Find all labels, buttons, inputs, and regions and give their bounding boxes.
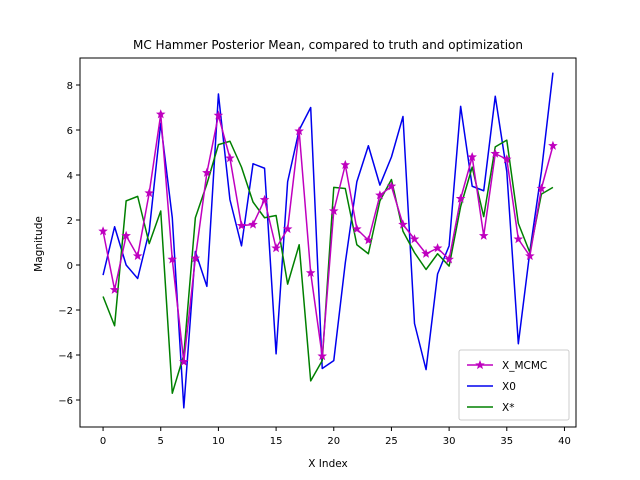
data-point [271,243,281,253]
data-point [363,235,374,245]
x-tick-label: 10 [212,436,225,447]
y-tick-label: 4 [67,171,73,182]
data-point [236,220,247,230]
data-point [144,187,154,198]
series-group [98,72,558,409]
y-tick-label: −6 [58,396,73,407]
y-tick-label: 0 [67,261,73,272]
data-point [502,154,512,164]
x-tick-label: 25 [385,436,398,447]
x-axis-label: X Index [308,458,347,470]
data-point [132,250,143,261]
data-point [98,226,108,236]
data-point [340,159,351,169]
x-axis-ticks: 0 5 10 15 20 25 30 35 40 [100,427,571,447]
data-point [167,254,178,264]
data-point [444,254,454,264]
data-point [213,110,224,120]
data-point [259,194,270,204]
x-tick-label: 20 [327,436,340,447]
data-point [375,190,385,200]
data-point [328,205,339,216]
data-point [398,219,408,229]
chart-title: MC Hammer Posterior Mean, compared to tr… [133,38,523,52]
y-tick-label: 8 [67,81,73,92]
data-point [455,193,466,203]
data-point [294,126,304,136]
legend-marker [475,359,485,370]
y-axis-label: Magnitude [33,216,45,272]
y-tick-label: 2 [67,216,73,227]
x-tick-label: 15 [270,436,283,447]
data-point [202,167,212,177]
data-point [467,151,477,162]
legend: X_MCMC X0 X* [458,349,570,421]
legend-label: X_MCMC [502,360,547,372]
data-point [548,140,558,150]
y-tick-label: −4 [58,351,73,362]
data-point [432,243,443,253]
legend-item: X0 [467,381,516,393]
data-point [155,109,166,119]
x-tick-label: 30 [443,436,456,447]
data-point [190,253,201,263]
data-point [179,356,189,366]
data-point [513,234,524,244]
data-point [225,153,235,163]
data-point [248,219,258,229]
y-tick-label: 6 [67,126,73,137]
data-point [305,267,316,277]
data-point [109,284,120,294]
x-tick-label: 5 [158,436,164,447]
legend-label: X* [502,402,514,414]
data-point [386,181,397,191]
data-point [282,223,293,234]
x-tick-label: 0 [100,436,106,447]
legend-label: X0 [502,381,516,393]
data-point [352,223,362,234]
data-point [478,230,489,240]
x-tick-label: 40 [558,436,571,447]
data-point [490,148,501,158]
legend-item: X_MCMC [467,359,547,372]
x-tick-label: 35 [500,436,513,447]
data-point [121,230,131,240]
y-tick-label: −2 [58,306,73,317]
data-point [536,183,547,193]
legend-item: X* [467,402,514,414]
y-axis-ticks: −6 −4 −2 0 2 4 6 8 [58,81,80,407]
data-point [317,351,328,361]
series-line [102,113,554,363]
data-point [525,250,535,261]
data-point [421,248,431,258]
legend-box [458,349,570,421]
data-point [409,234,420,244]
series-x-mcmc [98,109,558,366]
